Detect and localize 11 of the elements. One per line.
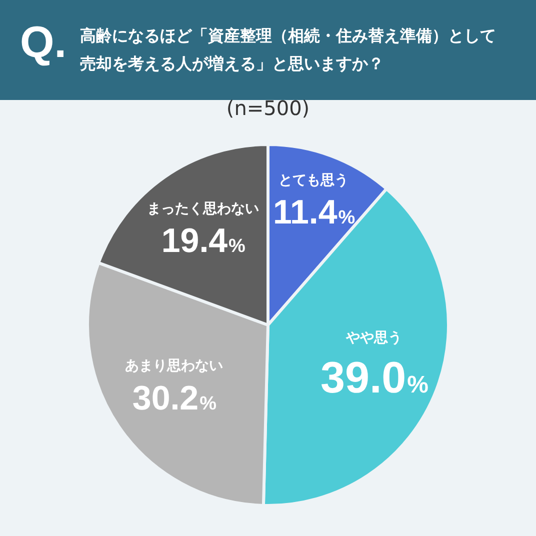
data-label: 11.4% xyxy=(272,194,356,232)
chart-subtitle: (n=500) xyxy=(225,96,311,120)
data-label: 19.4% xyxy=(161,222,246,260)
slice-label: やや思う xyxy=(344,330,402,346)
slice-label: まったく思わない xyxy=(146,201,259,218)
text: Q. xyxy=(20,18,66,68)
slice-label: とても思う xyxy=(278,172,349,189)
data-label: 39.0% xyxy=(320,354,428,403)
chart-title: 高齢になるほど「資産整理（相続・住み替え準備）として売却を考える人が増える」と思いますか？ xyxy=(80,25,497,75)
slice-label: あまり思わない xyxy=(124,358,223,374)
data-label: 30.2% xyxy=(132,379,217,418)
